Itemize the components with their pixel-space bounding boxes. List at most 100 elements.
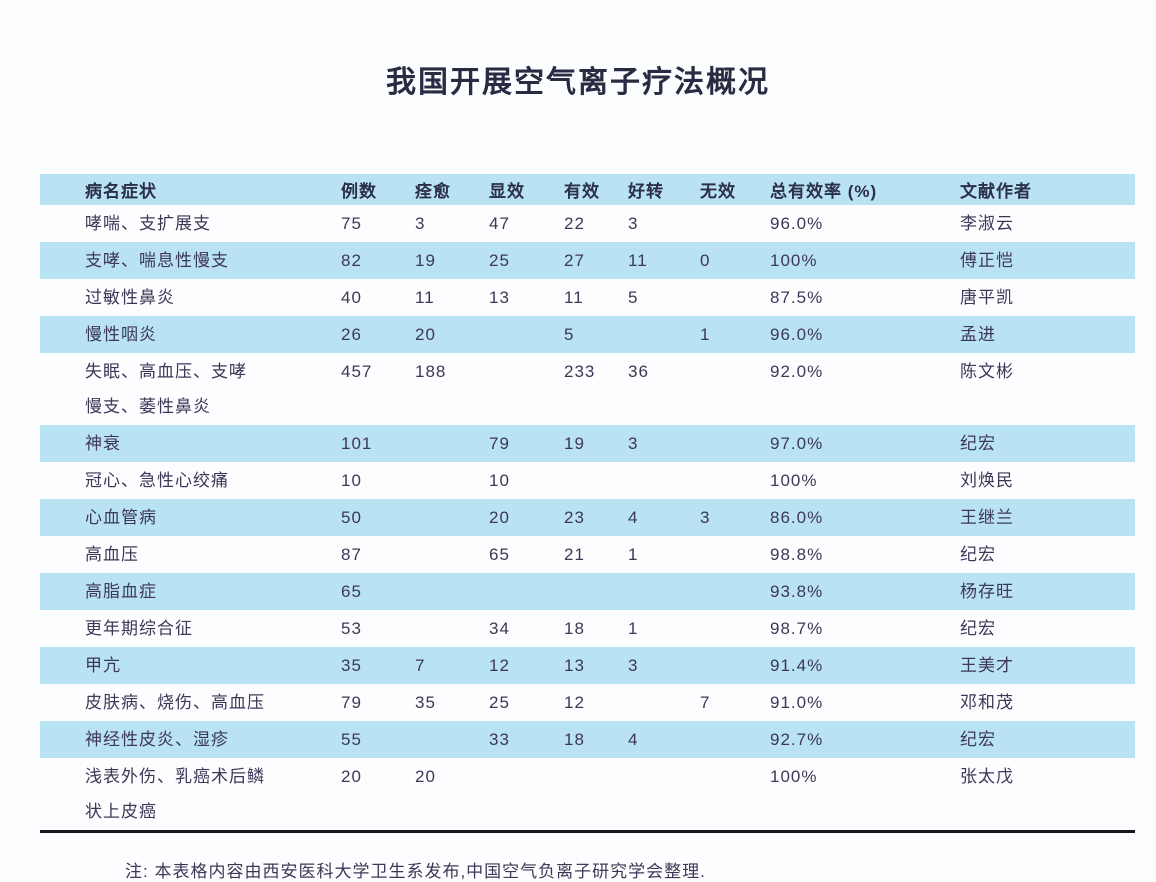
disease-cell: 高血压 (85, 545, 139, 564)
total-rate-cell: 92.7% (770, 730, 824, 749)
improved-cell (628, 684, 700, 721)
table-row: 支哮、喘息性慢支 82 19 25 27 11 0 100% 傅正恺 (40, 242, 1135, 279)
ineffective-cell (700, 353, 770, 425)
disease-cell: 冠心、急性心绞痛 (85, 471, 229, 490)
author-cell: 纪宏 (960, 730, 996, 749)
cured-cell: 188 (415, 362, 447, 381)
column-header-cured: 痊愈 (415, 174, 489, 205)
disease-cell: 神经性皮炎、湿疹 (85, 730, 229, 749)
footnote: 注: 本表格内容由西安医科大学卫生系发布,中国空气负离子研究学会整理. (125, 862, 706, 881)
author-cell: 纪宏 (960, 619, 996, 638)
cases-cell: 82 (341, 251, 362, 270)
ineffective-cell (700, 425, 770, 462)
total-rate-cell: 98.8% (770, 545, 824, 564)
ineffective-cell: 1 (700, 325, 711, 344)
author-cell: 傅正恺 (960, 251, 1014, 270)
column-header-improved: 好转 (628, 174, 700, 205)
marked-effect-cell (489, 353, 564, 425)
ineffective-cell (700, 205, 770, 242)
marked-effect-cell: 10 (489, 471, 510, 490)
cases-cell: 20 (341, 767, 362, 786)
table-row: 冠心、急性心绞痛 10 10 100% 刘焕民 (40, 462, 1135, 499)
table-row: 皮肤病、烧伤、高血压 79 35 25 12 7 91.0% 邓和茂 (40, 684, 1135, 721)
author-cell: 孟进 (960, 325, 996, 344)
disease-cell: 哮喘、支扩展支 (85, 214, 211, 233)
marked-effect-cell (489, 316, 564, 353)
cases-cell: 79 (341, 693, 362, 712)
cases-cell: 457 (341, 362, 373, 381)
cases-cell: 65 (341, 582, 362, 601)
ineffective-cell: 0 (700, 251, 711, 270)
ineffective-cell (700, 462, 770, 499)
effective-cell: 12 (564, 693, 585, 712)
improved-cell: 5 (628, 288, 639, 307)
table-row: 神经性皮炎、湿疹 55 33 18 4 92.7% 纪宏 (40, 721, 1135, 758)
improved-cell: 11 (628, 251, 648, 270)
marked-effect-cell (489, 758, 564, 832)
cured-cell: 11 (415, 288, 435, 307)
page-title: 我国开展空气离子疗法概况 (386, 66, 770, 99)
table-row: 浅表外伤、乳癌术后鳞 状上皮癌 20 20 100% 张太戊 (40, 758, 1135, 832)
total-rate-cell: 91.4% (770, 656, 824, 675)
effective-cell: 19 (564, 434, 585, 453)
table-row: 更年期综合征 53 34 18 1 98.7% 纪宏 (40, 610, 1135, 647)
table-row: 高血压 87 65 21 1 98.8% 纪宏 (40, 536, 1135, 573)
marked-effect-cell: 25 (489, 693, 510, 712)
table-row: 失眠、高血压、支哮 慢支、萎性鼻炎 457 188 233 36 92.0% 陈… (40, 353, 1135, 425)
cured-cell: 7 (415, 656, 426, 675)
disease-cell: 支哮、喘息性慢支 (85, 251, 229, 270)
column-header-total-rate: 总有效率 (%) (770, 174, 960, 205)
disease-cell: 浅表外伤、乳癌术后鳞 状上皮癌 (85, 767, 265, 821)
table-row: 过敏性鼻炎 40 11 13 11 5 87.5% 唐平凯 (40, 279, 1135, 316)
total-rate-cell: 91.0% (770, 693, 824, 712)
cases-cell: 10 (341, 471, 362, 490)
ineffective-cell (700, 758, 770, 832)
marked-effect-cell: 25 (489, 251, 510, 270)
author-cell: 王继兰 (960, 508, 1014, 527)
effective-cell: 13 (564, 656, 585, 675)
total-rate-cell: 96.0% (770, 325, 824, 344)
table-body: 哮喘、支扩展支 75 3 47 22 3 96.0% 李淑云 支哮、喘息性慢支 … (40, 205, 1135, 832)
ineffective-cell: 7 (700, 693, 711, 712)
author-cell: 纪宏 (960, 545, 996, 564)
ineffective-cell: 3 (700, 508, 711, 527)
improved-cell: 36 (628, 362, 649, 381)
author-cell: 纪宏 (960, 434, 996, 453)
author-cell: 陈文彬 (960, 362, 1014, 381)
table-row: 心血管病 50 20 23 4 3 86.0% 王继兰 (40, 499, 1135, 536)
cases-cell: 35 (341, 656, 362, 675)
author-cell: 李淑云 (960, 214, 1014, 233)
marked-effect-cell: 33 (489, 730, 510, 749)
cured-cell (415, 573, 489, 610)
cured-cell (415, 462, 489, 499)
therapy-table-wrap: 病名症状 例数 痊愈 显效 有效 好转 无效 总有效率 (%) 文献作者 哮喘、… (40, 174, 1135, 882)
total-rate-cell: 97.0% (770, 434, 824, 453)
marked-effect-cell: 47 (489, 214, 510, 233)
table-row: 慢性咽炎 26 20 5 1 96.0% 孟进 (40, 316, 1135, 353)
column-header-cases: 例数 (341, 174, 415, 205)
cases-cell: 87 (341, 545, 362, 564)
effective-cell: 18 (564, 619, 585, 638)
total-rate-cell: 100% (770, 767, 818, 786)
marked-effect-cell (489, 573, 564, 610)
effective-cell: 233 (564, 362, 596, 381)
cured-cell: 19 (415, 251, 436, 270)
improved-cell (628, 573, 700, 610)
table-row: 甲亢 35 7 12 13 3 91.4% 王美才 (40, 647, 1135, 684)
cured-cell (415, 610, 489, 647)
improved-cell: 3 (628, 434, 639, 453)
author-cell: 张太戊 (960, 767, 1014, 786)
effective-cell (564, 462, 628, 499)
improved-cell (628, 316, 700, 353)
ineffective-cell (700, 610, 770, 647)
cases-cell: 50 (341, 508, 362, 527)
cases-cell: 53 (341, 619, 362, 638)
improved-cell (628, 758, 700, 832)
cured-cell: 20 (415, 325, 436, 344)
cured-cell (415, 425, 489, 462)
column-header-disease: 病名症状 (40, 174, 341, 205)
improved-cell: 3 (628, 656, 639, 675)
disease-cell: 更年期综合征 (85, 619, 193, 638)
effective-cell: 27 (564, 251, 585, 270)
effective-cell: 18 (564, 730, 585, 749)
